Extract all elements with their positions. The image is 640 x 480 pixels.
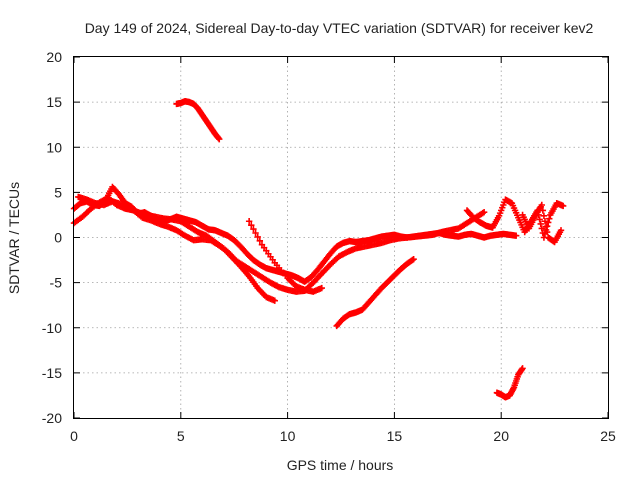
data-point: [254, 233, 261, 241]
data-point: [557, 227, 565, 234]
data-point: [541, 218, 549, 225]
x-tick-label: 20: [493, 428, 509, 444]
x-tick-label: 5: [177, 428, 185, 444]
data-series: [70, 98, 567, 401]
data-point: [410, 255, 417, 263]
axis-ticks: 0 5 10 15 20 25 -20 -15 -10 -5 0 5 10 15 20: [42, 49, 616, 444]
data-point: [536, 216, 543, 223]
data-point: [519, 365, 526, 372]
series-arc-3: [75, 193, 278, 304]
data-point: [559, 202, 567, 210]
series-arc-9: [493, 365, 526, 401]
data-point: [537, 220, 544, 228]
data-point: [543, 228, 551, 236]
y-tick-label: 10: [46, 139, 62, 155]
data-point: [539, 207, 547, 214]
data-point: [538, 225, 545, 232]
data-point: [540, 212, 548, 220]
grid: [74, 57, 608, 418]
x-tick-label: 25: [600, 428, 616, 444]
data-point: [245, 218, 253, 225]
data-point: [271, 297, 278, 304]
data-point: [252, 229, 259, 237]
data-point: [480, 209, 488, 216]
plot-frame: [73, 56, 609, 419]
series-arc-5: [245, 218, 325, 295]
data-point: [250, 225, 257, 233]
y-tick-label: 20: [46, 49, 62, 65]
chart-title: Day 149 of 2024, Sidereal Day-to-day VTE…: [85, 20, 594, 36]
data-point: [544, 219, 552, 226]
y-axis-label: SDTVAR / TECUs: [6, 182, 22, 294]
series-arc-8: [519, 201, 565, 246]
data-point: [542, 223, 550, 230]
x-tick-label: 10: [280, 428, 296, 444]
y-tick-label: 5: [54, 184, 62, 200]
x-axis-label: GPS time / hours: [287, 457, 394, 473]
data-point: [318, 284, 325, 292]
data-point: [538, 201, 545, 209]
y-tick-label: -15: [42, 365, 62, 381]
y-tick-label: 15: [46, 94, 62, 110]
series-arc-1: [70, 183, 520, 285]
y-tick-label: -20: [42, 410, 62, 426]
data-point: [248, 221, 255, 229]
y-tick-label: 0: [54, 230, 62, 246]
y-tick-label: -5: [50, 275, 63, 291]
series-arc-6: [333, 255, 417, 330]
data-point: [256, 237, 264, 245]
series-arc-4: [173, 98, 223, 143]
y-tick-label: -10: [42, 320, 62, 336]
data-point: [216, 135, 223, 143]
data-point: [546, 215, 553, 222]
x-tick-label: 15: [387, 428, 403, 444]
x-tick-label: 0: [70, 428, 78, 444]
data-point: [512, 232, 520, 239]
